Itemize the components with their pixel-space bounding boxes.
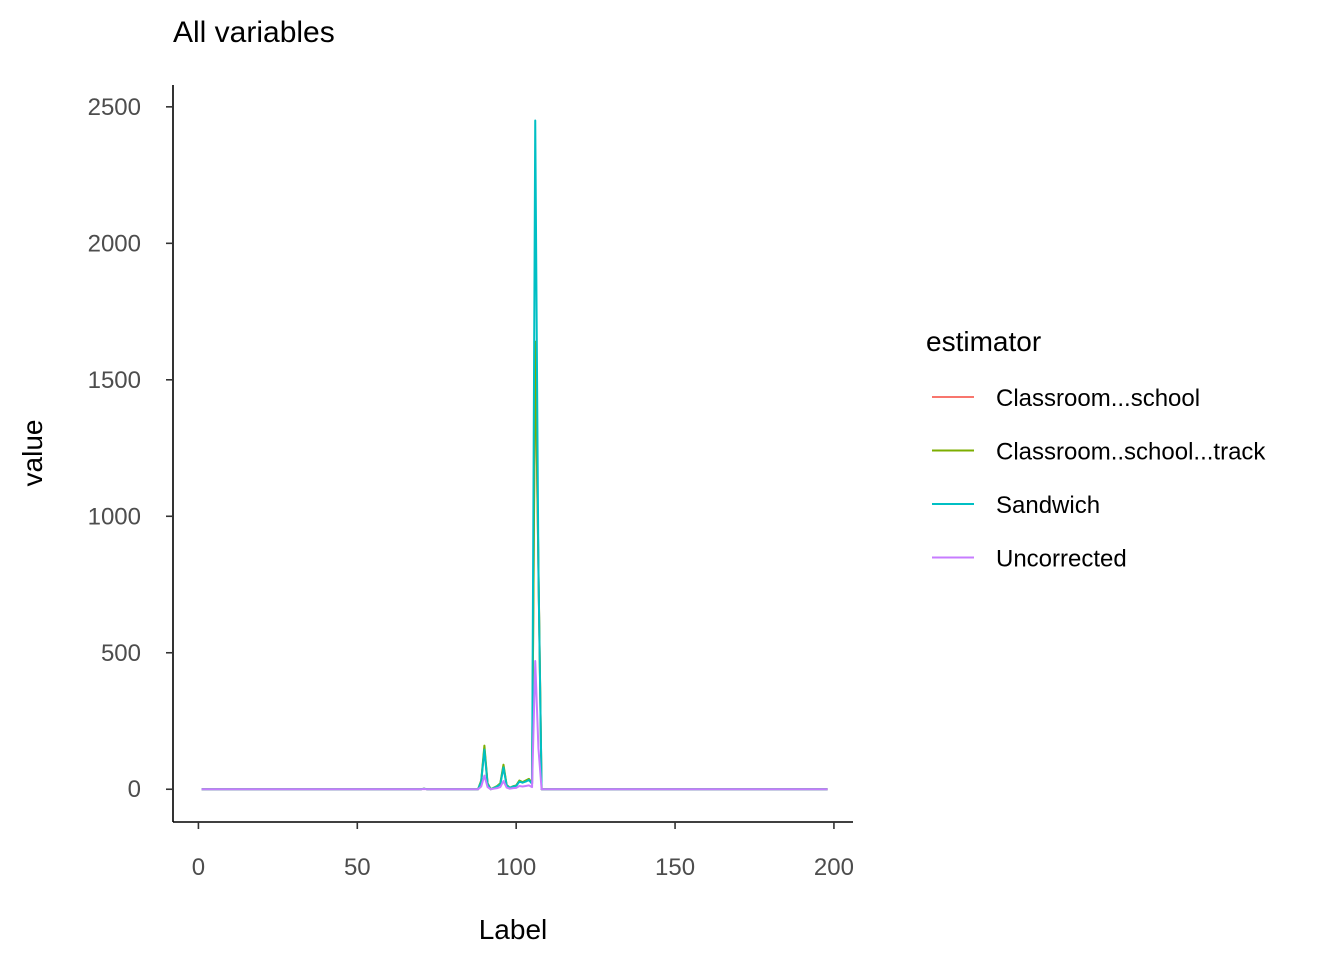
y-axis-title: value (17, 420, 48, 487)
x-tick-label: 50 (344, 854, 371, 881)
y-tick-label: 0 (128, 776, 141, 803)
plot-area (201, 119, 828, 791)
x-tick-label: 100 (496, 854, 536, 881)
x-tick-label: 0 (192, 854, 205, 881)
series-line-classroom-school-track (201, 340, 828, 791)
y-tick-label: 2500 (88, 94, 141, 121)
y-tick-label: 500 (101, 640, 141, 667)
y-tick-label: 1000 (88, 503, 141, 530)
x-axis: 0 50 100 150 200 (173, 821, 854, 881)
x-axis-title: Label (479, 914, 548, 945)
legend-label: Sandwich (996, 492, 1100, 519)
chart-title: All variables (173, 16, 335, 49)
y-tick-label: 1500 (88, 367, 141, 394)
legend-title: estimator (926, 326, 1041, 357)
series-line-classroom-school (201, 343, 828, 791)
legend-label: Classroom..school...track (996, 439, 1266, 466)
series-line-uncorrected (201, 659, 828, 791)
y-tick-label: 2000 (88, 230, 141, 257)
y-axis: 0 500 1000 1500 2000 2500 (88, 85, 174, 822)
series-line-sandwich (201, 119, 828, 791)
x-tick-label: 150 (655, 854, 695, 881)
legend: estimator Classroom...school Classroom..s… (926, 326, 1266, 573)
legend-label: Uncorrected (996, 546, 1127, 573)
legend-label: Classroom...school (996, 385, 1200, 412)
x-tick-label: 200 (814, 854, 854, 881)
